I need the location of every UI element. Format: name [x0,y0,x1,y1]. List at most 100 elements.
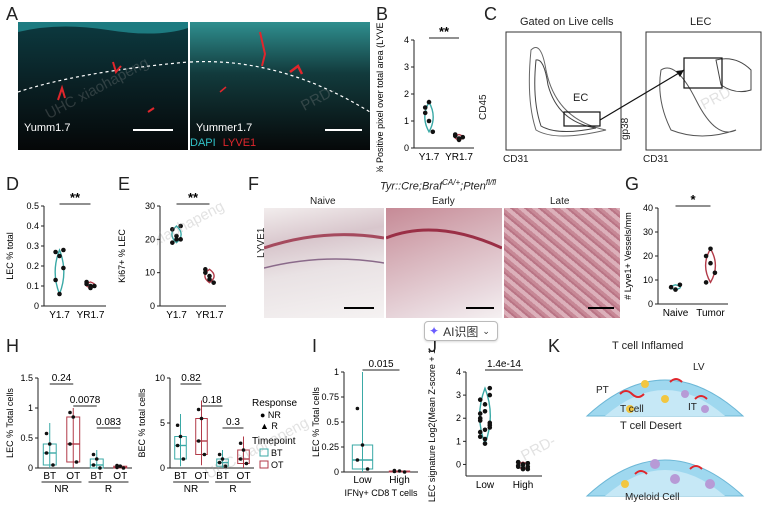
chevron-down-icon: ⌄ [482,325,490,336]
data-point [61,247,66,253]
y-tick-label: 4 [404,35,409,45]
panel-k-lv-label: LV [693,362,705,373]
panel-label-e: E [118,174,131,194]
y-tick-label: 30 [643,227,653,237]
data-point [482,402,488,407]
data-point [91,452,96,457]
legend-item-response: ▲ R [260,421,278,431]
data-point [365,467,370,471]
data-point [217,452,222,457]
panel-f-late-image [504,208,620,318]
y-tick-label: 1 [456,436,461,446]
x-tick-label: Y1.7 [166,310,187,321]
panel-label-g: G [625,174,640,194]
y-tick-label: 0 [150,301,155,311]
y-tick-label: 0 [648,299,653,309]
y-axis-label: Ki67+ % LEC [117,229,127,283]
y-tick-label: 0 [404,143,409,153]
y-tick-label: 0 [334,467,339,477]
x-tick-label: Y1.7 [419,152,440,163]
data-point [668,284,674,290]
data-point [51,463,55,467]
panel-k-schematic [585,378,745,497]
chart-d: 0 0.1 0.2 0.3 0.4 0.5 LEC % total Y1.7 YR1.7 ** [5,190,106,321]
significance-label: * [690,192,696,207]
data-point [402,470,407,474]
data-point [452,132,458,137]
y-tick-label: 0.3 [26,241,39,251]
data-point [456,136,462,141]
panel-c-gate-title: Gated on Live cells [520,16,614,28]
data-point [68,410,72,415]
data-point [98,466,102,470]
x-tick-label: YR1.7 [196,310,224,321]
data-point [174,233,179,239]
ec-gate-box [563,111,601,127]
x-tick-label: High [513,480,534,491]
panel-label-k: K [548,336,561,356]
x-tick-label: High [389,475,410,486]
ai-recognize-button[interactable]: ✦ AI识图 ⌄ [424,321,498,341]
panel-a-micrograph-left: Yumm1.7 [18,22,188,150]
panel-k-it-label: IT [688,402,697,413]
pvalue-label: 0.24 [52,373,72,384]
data-point [460,134,466,140]
group-label: NR [54,484,68,495]
data-point [515,463,521,468]
x-tick-label: OT [66,471,80,482]
group-label: R [105,484,112,495]
data-point [91,463,96,467]
data-point [203,267,208,272]
data-point [520,462,526,467]
y-axis-label: LEC % Total cells [311,387,321,457]
data-point [88,283,93,289]
panel-c-ec-label: EC [573,92,589,104]
pvalue-label: 0.083 [96,417,121,428]
y-tick-label: 0.1 [26,281,39,291]
panel-f-late-label: Late [550,196,570,207]
data-point [238,441,243,446]
data-point [175,423,180,428]
violin-shape [704,247,717,284]
ai-sparkle-icon: ✦ [429,324,440,338]
data-point [44,431,49,436]
data-point [482,436,488,442]
genotype-sup1: CA/+ [442,178,461,187]
x-tick-label: BT [90,471,103,482]
panel-f-genotype: Tyr::Cre;BrafCA/+;Ptenfl/fl [380,178,496,193]
y-tick-label: 10 [643,275,653,285]
legend-title-timepoint: Timepoint [252,436,296,447]
data-point [426,99,432,105]
data-point [482,441,488,446]
data-point [677,282,683,288]
data-point [241,448,246,452]
y-tick-label: 20 [643,251,653,261]
data-point [207,277,212,282]
panel-a-right-texture [190,31,370,131]
y-axis-label: LEC signature Log2(Mean Z-score + 1) [427,350,437,502]
y-tick-label: 0 [34,301,39,311]
data-point [57,291,62,297]
panel-a-micrograph-right: Yummer1.7 [190,22,370,150]
y-axis-label: LEC % Total cells [5,388,15,458]
x-tick-label: BT [43,471,56,482]
data-point [708,246,713,252]
data-point [74,460,79,464]
legend-title-response: Response [252,398,297,409]
data-point [68,442,72,446]
gate-arrow [599,69,685,121]
y-tick-label: 0.2 [26,261,39,271]
x-tick-label: Naive [663,308,689,319]
data-point [170,227,175,232]
y-tick-label: 40 [643,203,653,213]
group-label: R [229,484,236,495]
panel-c-lec-title: LEC [690,16,712,28]
legend-swatch-bt [259,448,269,457]
panel-label-c: C [484,4,497,24]
pvalue-label: 0.0078 [70,395,101,406]
x-tick-label: Low [353,475,372,486]
x-tick-label: YR1.7 [445,152,473,163]
data-point [360,443,365,447]
y-tick-label: 1 [334,367,339,377]
chart-h1: 0 0.5 1 1.5 LEC % Total cells BT OT BT OT NR R 0.24… [5,373,132,495]
